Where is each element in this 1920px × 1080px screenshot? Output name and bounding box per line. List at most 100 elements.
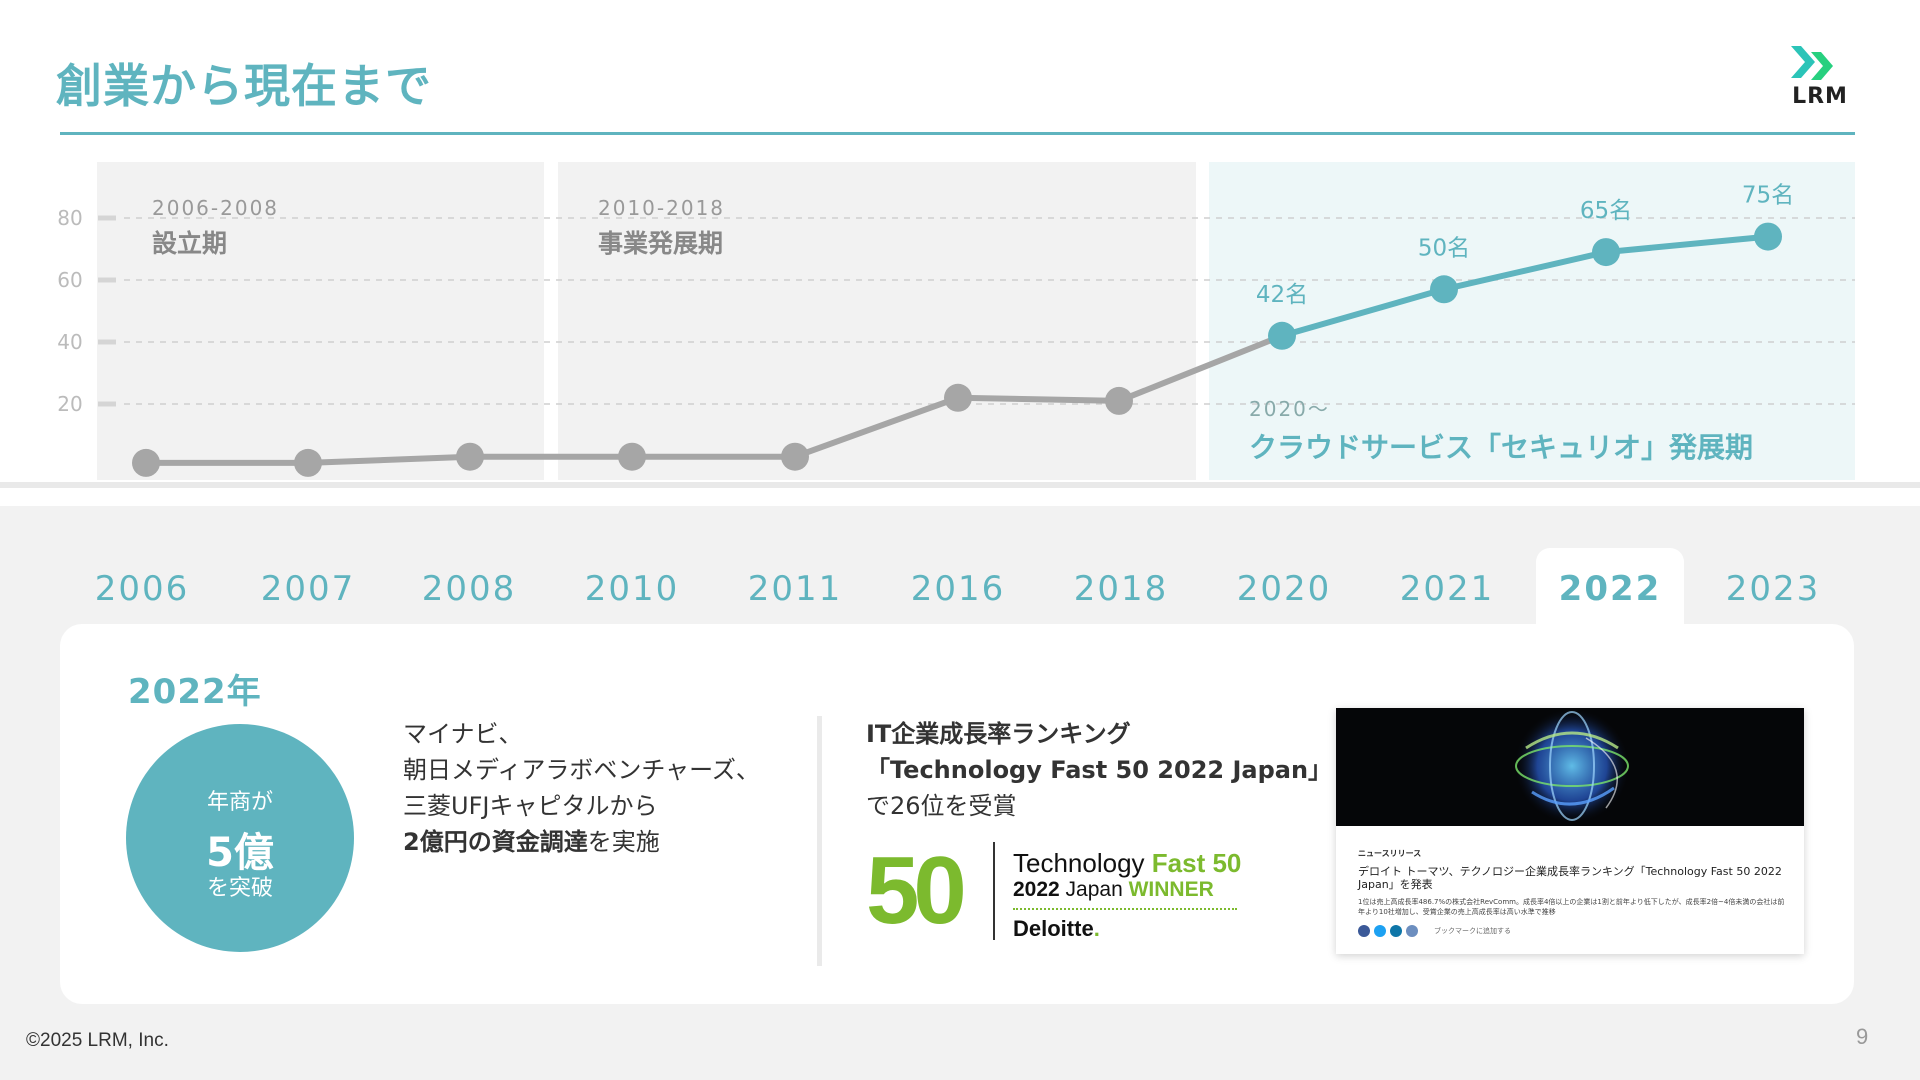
year-tabs: 2006 2007 2008 2010 2011 2016 2018 2020 2021 2022… (0, 548, 1920, 624)
phase-label-founding: 2006-2008 設立期 (152, 196, 279, 260)
data-point (781, 442, 809, 471)
funding-line: マイナビ、 (403, 720, 523, 748)
funding-text: マイナビ、 朝日メディアラボベンチャーズ、 三菱UFJキャピタルから 2億円の資… (403, 716, 760, 860)
phase-years: 2006-2008 (152, 196, 280, 220)
phase-name: 事業発展期 (598, 229, 724, 258)
bookmark-link[interactable]: ブックマークに追加する (1434, 927, 1511, 935)
phase-years: 2010-2018 (598, 196, 726, 220)
y-tick-mark (98, 277, 116, 283)
funding-highlight: 2億円の資金調達 (403, 828, 588, 856)
series-line-segment (305, 453, 473, 466)
phase-label-development: 2010-2018 事業発展期 (598, 196, 725, 260)
news-title: デロイト トーマツ、テクノロジー企業成長率ランキング「Technology Fa… (1358, 865, 1782, 891)
data-point (618, 442, 646, 471)
tab-year-2018[interactable]: 2018 (1073, 569, 1169, 609)
funding-line-rest: を実施 (587, 828, 660, 856)
data-point (1754, 222, 1782, 251)
funding-line: 三菱UFJキャピタルから (403, 792, 658, 820)
deloitte-award-logo: 50 Technology Fast 50 2022 Japan WINNER … (866, 837, 1266, 952)
data-point (1268, 321, 1296, 350)
globe-graphic-icon (1514, 708, 1630, 824)
phase-name: 設立期 (152, 229, 228, 258)
data-point (294, 448, 322, 477)
tab-year-2011[interactable]: 2011 (747, 569, 843, 609)
y-tick-label: 20 (57, 392, 82, 416)
email-icon[interactable] (1406, 925, 1418, 937)
y-tick-mark (98, 215, 116, 221)
y-tick-mark (98, 401, 116, 407)
linkedin-icon[interactable] (1390, 925, 1402, 937)
phase-years: 2020～ (1249, 397, 1330, 421)
panel-year-title: 2022年 (128, 672, 262, 712)
y-tick-mark (98, 339, 116, 345)
award-text: IT企業成長率ランキング 「Technology Fast 50 2022 Ja… (866, 716, 1332, 824)
logo-line2: 2022 Japan WINNER (1013, 878, 1214, 902)
headcount-chart: 20 40 60 80 42名 50名 65名 75名 (57, 183, 1855, 477)
series-line-segment (1279, 286, 1447, 339)
facebook-icon[interactable] (1358, 925, 1370, 937)
year-detail-panel: 2022年 年商が 5億 を突破 マイナビ、 朝日メディアラボベンチャーズ、 三… (60, 624, 1854, 1004)
tab-year-2008[interactable]: 2008 (421, 569, 517, 609)
tab-year-2006[interactable]: 2006 (94, 569, 190, 609)
logo-fast50: Fast 50 (1151, 848, 1242, 878)
y-tick-label: 60 (57, 268, 82, 292)
tab-year-2020[interactable]: 2020 (1236, 569, 1332, 609)
award-line: で26位を受賞 (866, 792, 1017, 820)
section-divider (0, 482, 1920, 488)
news-release-card[interactable]: ニュースリリース デロイト トーマツ、テクノロジー企業成長率ランキング「Tech… (1336, 708, 1804, 954)
funding-line: 2億円の資金調達を実施 (403, 824, 760, 860)
news-body: ニュースリリース デロイト トーマツ、テクノロジー企業成長率ランキング「Tech… (1358, 848, 1788, 937)
logo-brand-name: Deloitte (1013, 916, 1094, 941)
twitter-icon[interactable] (1374, 925, 1386, 937)
news-text: 1位は売上高成長率486.7%の株式会社RevComm。成長率4倍以上の企業は1… (1358, 898, 1785, 916)
badge-line3: を突破 (206, 876, 273, 901)
data-label: 50名 (1418, 235, 1470, 261)
y-tick-label: 40 (57, 330, 82, 354)
copyright: ©2025 LRM, Inc. (26, 1030, 169, 1051)
chevrons-icon (1791, 46, 1833, 80)
revenue-badge: 年商が 5億 を突破 (126, 724, 354, 952)
panel-vertical-divider (817, 716, 822, 966)
logo-year: 2022 (1013, 878, 1060, 901)
logo-winner: WINNER (1128, 878, 1214, 901)
series-line-segment (955, 394, 1122, 404)
page-number: 9 (1856, 1024, 1869, 1049)
tab-year-2007[interactable]: 2007 (260, 569, 356, 609)
funding-line: 朝日メディアラボベンチャーズ、 (403, 756, 760, 784)
logo-text: LRM (1792, 84, 1848, 109)
series-line-segment (1116, 332, 1285, 404)
series-line-segment (1441, 249, 1609, 293)
badge-line1: 年商が (206, 790, 273, 815)
tab-year-2021[interactable]: 2021 (1399, 569, 1495, 609)
news-tag: ニュースリリース (1358, 849, 1422, 858)
title-underline (60, 132, 1855, 135)
logo-separator (993, 842, 995, 940)
page-title: 創業から現在まで (56, 59, 432, 113)
data-point (132, 448, 160, 477)
series-line-segment (1603, 233, 1771, 256)
tab-year-2022[interactable]: 2022 (1536, 548, 1684, 624)
data-point (1105, 386, 1133, 415)
badge-amount: 5億 (206, 830, 274, 876)
company-logo: LRM (1785, 42, 1855, 112)
tab-year-2016[interactable]: 2016 (910, 569, 1006, 609)
logo-japan: Japan (1059, 878, 1129, 901)
data-label: 65名 (1580, 198, 1632, 224)
news-share-row: ブックマークに追加する (1358, 925, 1788, 937)
tab-year-2023[interactable]: 2023 (1725, 569, 1821, 609)
phase-name: クラウドサービス「セキュリオ」発展期 (1249, 431, 1754, 464)
data-point (944, 383, 972, 412)
phase-band-founding (97, 162, 544, 480)
logo-dotted-rule (1013, 908, 1237, 910)
data-point (1592, 238, 1620, 267)
tab-year-2010[interactable]: 2010 (584, 569, 680, 609)
data-label: 42名 (1256, 282, 1308, 308)
logo-tech: Technology (1013, 848, 1152, 878)
award-line: 「Technology Fast 50 2022 Japan」 (866, 756, 1333, 784)
phase-band-cloud (1209, 162, 1855, 480)
data-label: 75名 (1742, 183, 1794, 209)
logo-big-number: 50 (866, 837, 967, 944)
data-point (456, 442, 484, 471)
award-line: IT企業成長率ランキング (866, 720, 1131, 748)
logo-brand-dot: . (1093, 916, 1100, 941)
